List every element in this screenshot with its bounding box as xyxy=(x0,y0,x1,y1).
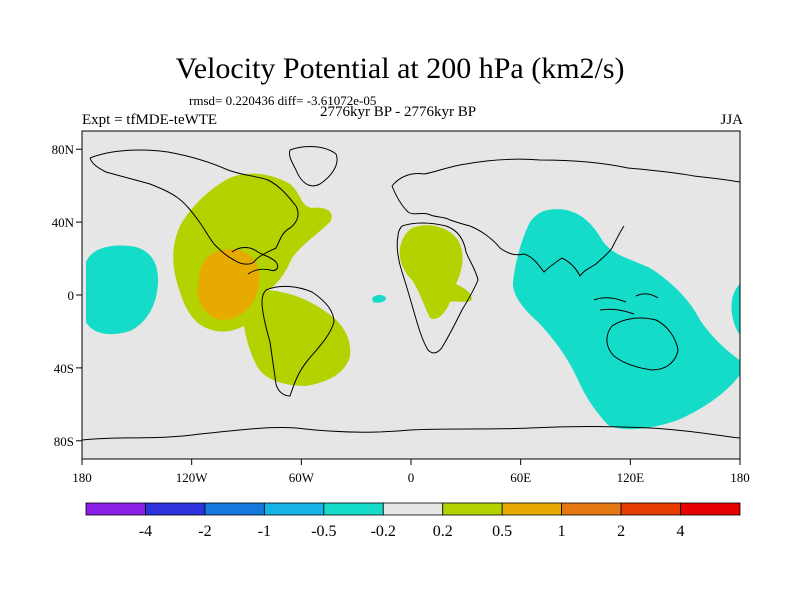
colorbar-swatch xyxy=(680,502,741,516)
coastlines xyxy=(82,146,740,441)
coast-asia-south xyxy=(469,225,625,277)
colorbar-label: 4 xyxy=(677,523,685,540)
coast-south-america xyxy=(261,285,335,397)
stats-label: rmsd= 0.220436 diff= -3.61072e-05 xyxy=(189,93,377,108)
map-title: Velocity Potential at 200 hPa (km2/s) xyxy=(175,52,625,85)
colorbar-label: 2 xyxy=(617,523,625,540)
lon-tick-label: 0 xyxy=(408,470,415,485)
negative-region-east-asia-spot xyxy=(612,257,626,271)
coast-north-america xyxy=(89,149,299,265)
colorbar-label: -1 xyxy=(258,523,271,540)
lon-tick-label: 180 xyxy=(72,470,92,485)
coast-eurasia xyxy=(391,158,740,187)
lon-tick-label: 60W xyxy=(289,470,315,485)
positive-region-americas xyxy=(173,173,351,386)
colorbar-swatch xyxy=(620,502,681,516)
lon-tick-label: 120E xyxy=(617,470,645,485)
coast-indonesia xyxy=(593,293,659,315)
longitude-axis: 180 120W 60W 0 60E 120E 180 xyxy=(72,459,750,485)
colorbar-swatch xyxy=(323,502,384,516)
colorbar: -4 -2 -1 -0.5 -0.2 0.2 0.5 1 2 4 xyxy=(85,502,741,540)
colorbar-swatch xyxy=(85,502,146,516)
latitude-axis: 80N 40N 0 40S 80S xyxy=(52,142,82,449)
lon-tick-label: 180 xyxy=(730,470,750,485)
lat-tick-label: 40S xyxy=(54,361,74,376)
colorbar-label: 0.5 xyxy=(492,523,512,540)
negative-region-dateline-east xyxy=(731,283,740,335)
colorbar-swatch xyxy=(442,502,503,516)
negative-region-west-pacific xyxy=(86,245,158,335)
lat-tick-label: 80S xyxy=(54,434,74,449)
coast-greenland xyxy=(289,146,338,187)
colorbar-swatch xyxy=(561,502,622,516)
season-label: JJA xyxy=(720,112,743,128)
colorbar-label: 1 xyxy=(558,523,566,540)
lat-tick-label: 0 xyxy=(68,288,75,303)
colorbar-label: -0.2 xyxy=(371,523,396,540)
colorbar-swatch xyxy=(501,502,563,516)
colorbar-label: -0.5 xyxy=(311,523,336,540)
negative-region-atlantic-spot xyxy=(372,295,386,303)
lon-tick-label: 120W xyxy=(176,470,209,485)
period-label: 2776kyr BP - 2776kyr BP xyxy=(320,104,477,120)
strong-positive-region-east-pacific xyxy=(198,249,260,320)
coast-gulf-and-caribbean xyxy=(231,247,279,275)
positive-region-africa xyxy=(399,225,472,319)
colorbar-swatch xyxy=(263,502,325,516)
coast-antarctica xyxy=(82,426,740,441)
coast-australia xyxy=(606,317,679,371)
lat-tick-label: 80N xyxy=(52,142,75,157)
experiment-label: Expt = tfMDE-teWTE xyxy=(82,112,218,128)
colorbar-swatch xyxy=(382,502,444,516)
colorbar-swatch xyxy=(204,502,265,516)
coast-europe-south xyxy=(391,185,471,227)
colorbar-label: -4 xyxy=(139,523,152,540)
colorbar-label: 0.2 xyxy=(433,523,453,540)
colorbar-label: -2 xyxy=(198,523,211,540)
lat-tick-label: 40N xyxy=(52,215,75,230)
colorbar-swatch xyxy=(145,502,206,516)
coast-africa xyxy=(396,222,479,354)
lon-tick-label: 60E xyxy=(510,470,531,485)
